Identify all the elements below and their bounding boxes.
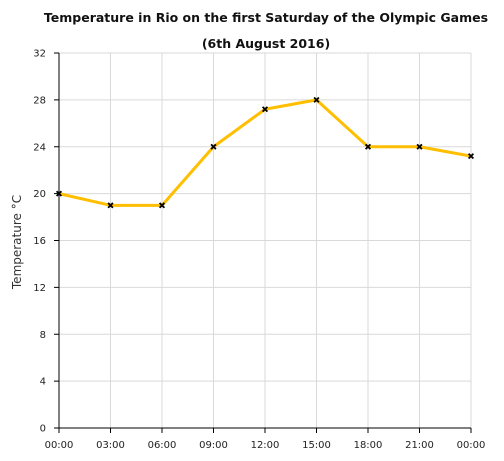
- y-tick-label: 12: [33, 283, 46, 294]
- data-point-mark: [313, 96, 320, 103]
- series-layer: [55, 96, 475, 209]
- grid-layer: [59, 52, 472, 428]
- data-point-mark: [364, 143, 372, 150]
- x-tick-label: 03:00: [96, 440, 125, 451]
- data-point-mark: [107, 202, 114, 209]
- data-point-mark: [210, 143, 217, 150]
- data-point: [364, 143, 372, 150]
- data-point-mark: [261, 106, 269, 113]
- x-tick-label: 21:00: [405, 440, 434, 451]
- y-tick-label: 8: [40, 330, 46, 341]
- data-point-mark: [416, 143, 423, 150]
- data-point-mark: [158, 202, 166, 209]
- x-tick-label: 18:00: [354, 440, 383, 451]
- y-tick-label: 20: [33, 189, 46, 200]
- y-tick-label: 0: [40, 424, 46, 435]
- data-point: [467, 153, 475, 160]
- y-tick-label: 24: [33, 142, 46, 153]
- data-point: [107, 202, 114, 209]
- data-point: [416, 143, 423, 150]
- y-tick-label: 16: [33, 236, 46, 247]
- axis-layer: 0 4 8 12 16 20 24 28 32 00:00 03:00 06:00 09:00 12:00…: [33, 49, 485, 452]
- data-point: [158, 202, 166, 209]
- y-tick-label: 28: [33, 95, 46, 106]
- x-tick-label: 15:00: [302, 440, 331, 451]
- x-tick-label: 09:00: [199, 440, 228, 451]
- data-point: [261, 106, 269, 113]
- y-axis-title: Temperature °C: [10, 195, 24, 290]
- y-tick-label: 32: [33, 49, 46, 60]
- x-tick-label: 00:00: [45, 440, 74, 451]
- data-point: [55, 190, 63, 197]
- chart-subtitle: (6th August 2016): [202, 36, 330, 51]
- x-tick-label: 06:00: [148, 440, 177, 451]
- data-point-mark: [467, 153, 475, 160]
- x-tick-label: 00:00: [457, 440, 486, 451]
- data-point-mark: [55, 190, 63, 197]
- x-tick-label: 12:00: [251, 440, 280, 451]
- data-point: [210, 143, 217, 150]
- chart-title: Temperature in Rio on the first Saturday…: [44, 10, 488, 25]
- data-point: [313, 96, 320, 103]
- y-tick-label: 4: [40, 377, 46, 388]
